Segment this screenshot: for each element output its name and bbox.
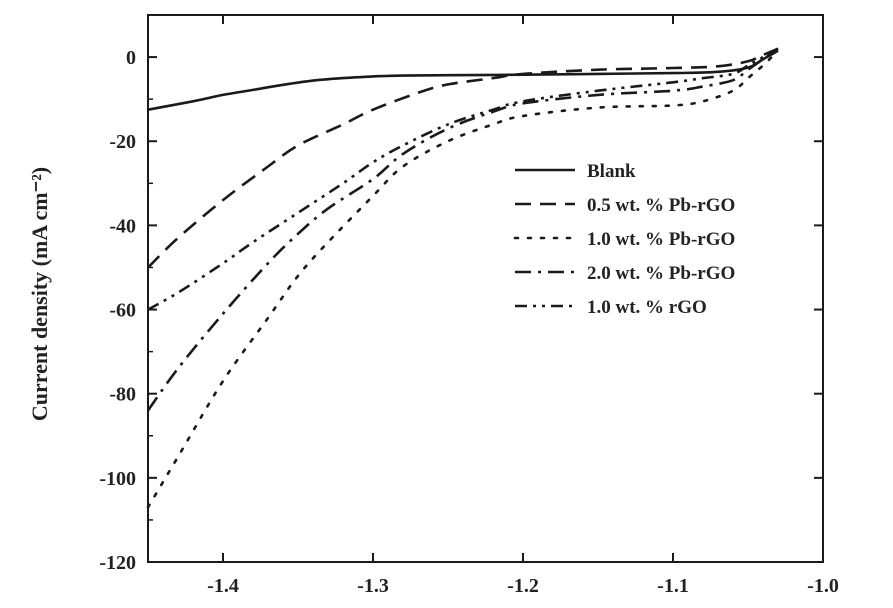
y-tick-label: -20 — [109, 131, 136, 153]
x-tick-label: -1.4 — [207, 575, 239, 597]
legend-label-1: Blank — [587, 161, 636, 182]
legend-label-5: 1.0 wt. % rGO — [587, 297, 707, 318]
series-line-4 — [146, 47, 779, 412]
legend-label-3: 1.0 wt. % Pb-rGO — [587, 229, 735, 250]
plot-frame — [147, 14, 824, 563]
legend-label-2: 0.5 wt. % Pb-rGO — [587, 195, 735, 216]
x-tick-label: -1.1 — [657, 575, 689, 597]
y-tick-label: -80 — [109, 384, 136, 406]
x-tick-label: -1.2 — [507, 575, 539, 597]
series-line-2 — [147, 47, 779, 269]
y-tick-label: -100 — [99, 468, 136, 490]
legend-label-4: 2.0 wt. % Pb-rGO — [587, 263, 735, 284]
x-tick-label: -1.0 — [807, 575, 839, 597]
y-axis-label: Current density (mA cm⁻²) — [27, 167, 52, 421]
y-tick-label: -120 — [99, 552, 136, 574]
x-tick-label: -1.3 — [357, 575, 389, 597]
y-tick-label: -40 — [109, 215, 136, 237]
y-tick-label: -60 — [109, 300, 136, 322]
series-line-1 — [147, 49, 779, 111]
y-tick-label: 0 — [126, 47, 136, 69]
